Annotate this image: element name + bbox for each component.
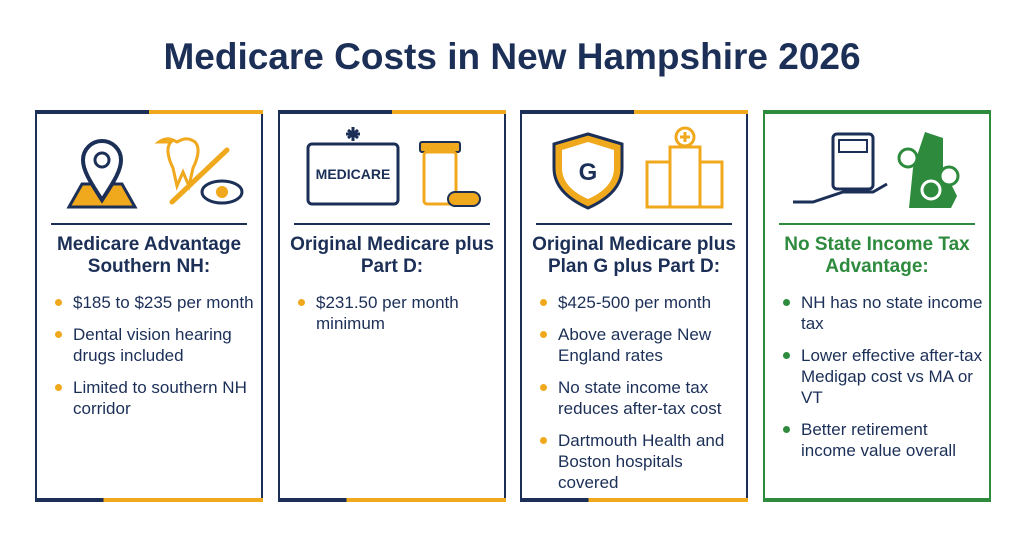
divider bbox=[779, 223, 975, 225]
card: No State Income Tax Advantage: NH has no … bbox=[763, 110, 991, 502]
card-heading: No State Income Tax Advantage: bbox=[784, 234, 970, 277]
divider bbox=[51, 223, 247, 225]
card: G Original Medicare plus Plan G plus Par… bbox=[520, 110, 748, 502]
bullet: $185 to $235 per month bbox=[47, 292, 257, 313]
icon-label: MEDICARE bbox=[316, 166, 391, 182]
bullet: NH has no state income tax bbox=[775, 292, 985, 334]
icon-label: G bbox=[579, 159, 598, 186]
bullet-list: $185 to $235 per month Dental vision hear… bbox=[47, 292, 257, 430]
border bbox=[763, 498, 991, 502]
bullet-list: NH has no state income tax Lower effectiv… bbox=[775, 292, 985, 472]
icons bbox=[66, 137, 244, 209]
card: Medicare Advantage Southern NH: $185 to $… bbox=[35, 110, 263, 502]
title: Medicare Costs in New Hampshire 2026 bbox=[163, 36, 861, 77]
icons bbox=[793, 132, 960, 208]
border bbox=[520, 498, 748, 502]
icons: G bbox=[552, 126, 724, 210]
bullet: Dartmouth Health and Boston hospitals co… bbox=[532, 430, 742, 493]
divider bbox=[294, 223, 490, 225]
border bbox=[763, 110, 991, 114]
card-heading: Medicare Advantage Southern NH: bbox=[56, 234, 242, 277]
bullet: Above average New England rates bbox=[532, 324, 742, 366]
bullet-list: $425-500 per month Above average New Engl… bbox=[532, 292, 742, 504]
border bbox=[35, 110, 263, 114]
bullet: Better retirement income value overall bbox=[775, 419, 985, 461]
bullet: $231.50 per month minimum bbox=[290, 292, 500, 334]
bullet: Lower effective after-tax Medigap cost v… bbox=[775, 345, 985, 408]
border bbox=[278, 110, 506, 114]
bullet: Dental vision hearing drugs included bbox=[47, 324, 257, 366]
border bbox=[520, 110, 748, 114]
icons: MEDICARE bbox=[306, 127, 481, 207]
card: MEDICARE Original Medicare plus Part D: $… bbox=[278, 110, 506, 502]
bullet: No state income tax reduces after-tax co… bbox=[532, 377, 742, 419]
bullet: Limited to southern NH corridor bbox=[47, 377, 257, 419]
divider bbox=[536, 223, 732, 225]
bullet: $425-500 per month bbox=[532, 292, 742, 313]
border bbox=[278, 498, 506, 502]
card-heading: Original Medicare plus Plan G plus Part … bbox=[532, 234, 736, 277]
border bbox=[35, 498, 263, 502]
bullet-list: $231.50 per month minimum bbox=[290, 292, 500, 345]
card-heading: Original Medicare plus Part D: bbox=[290, 234, 494, 277]
